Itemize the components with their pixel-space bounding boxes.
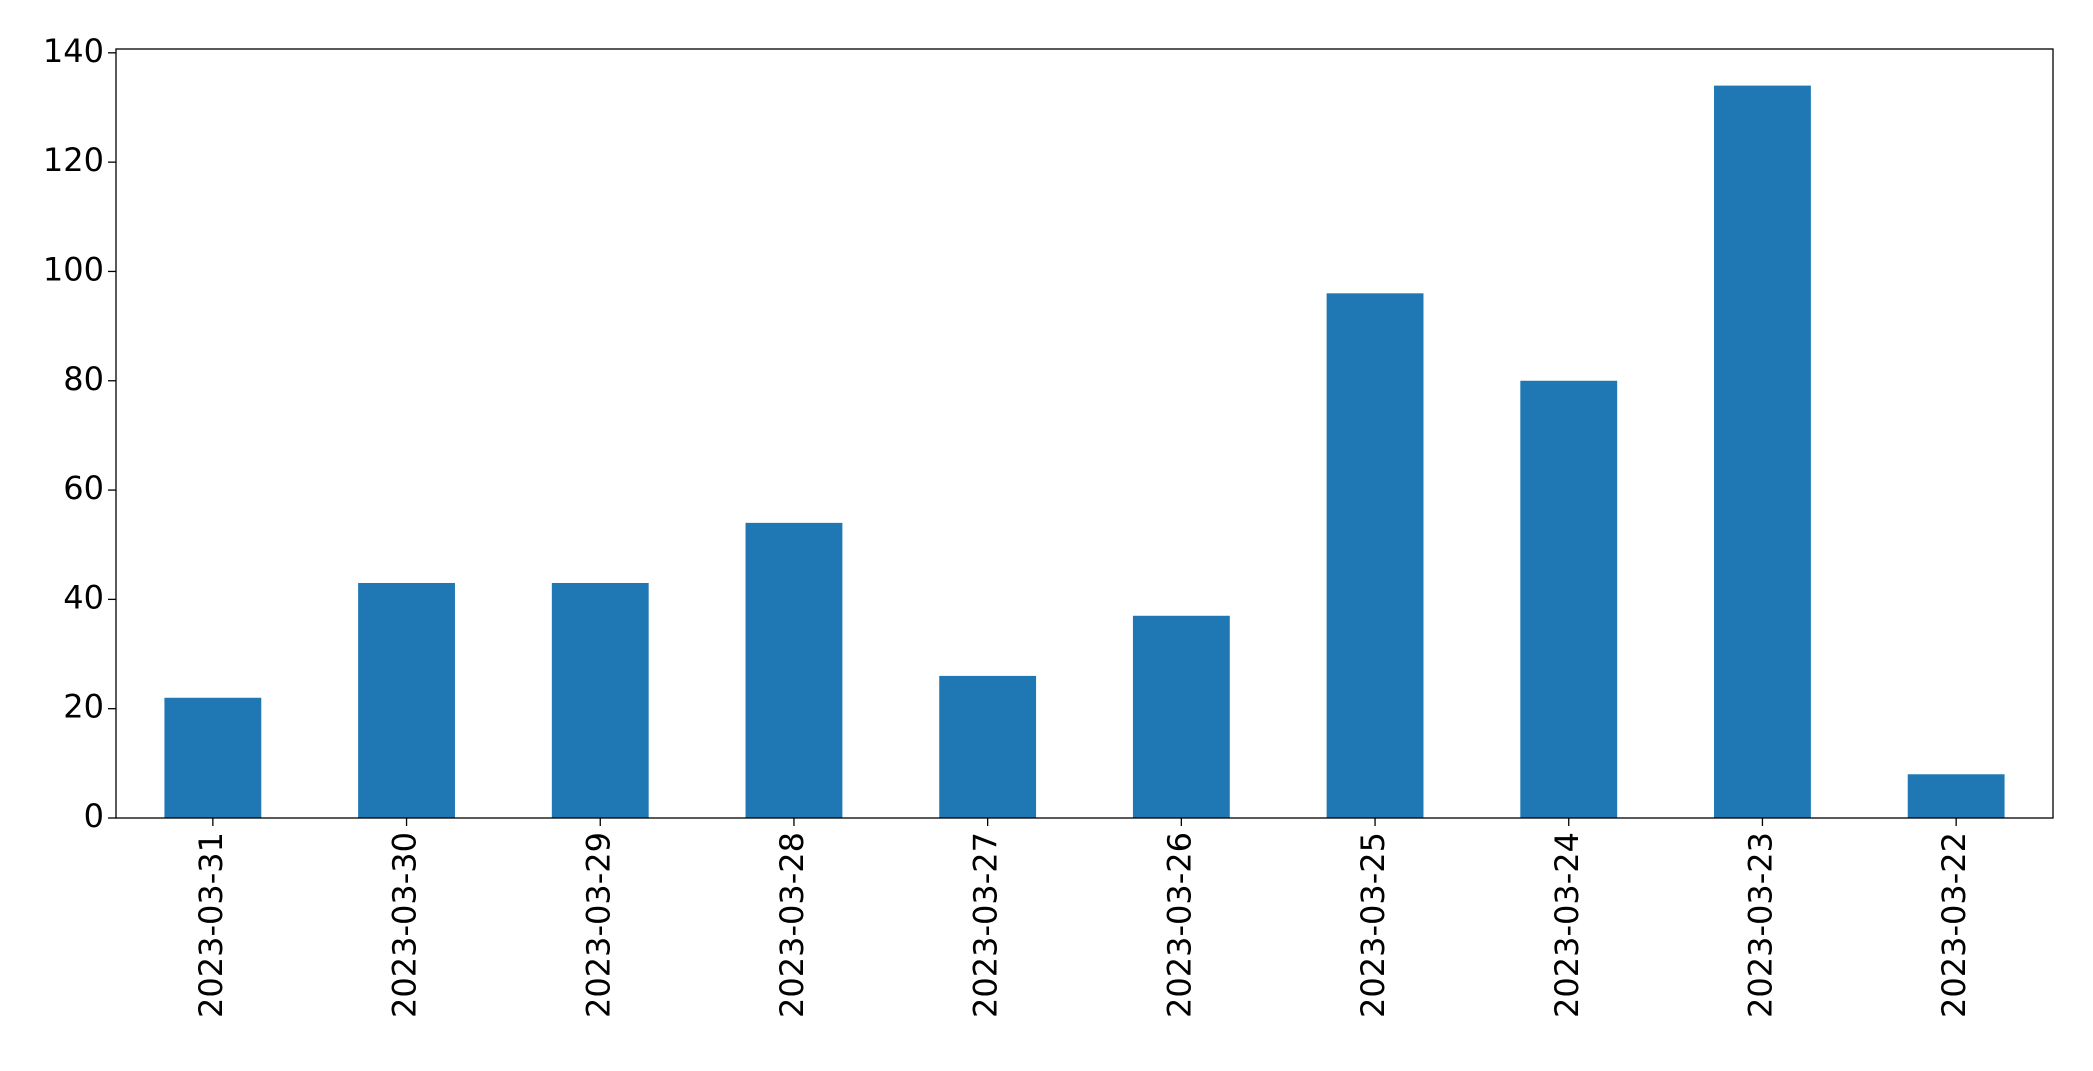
bar <box>1520 380 1618 818</box>
x-tick-label: 2023-03-29 <box>579 832 617 1018</box>
x-tick-label: 2023-03-28 <box>773 832 811 1018</box>
bar <box>1714 85 1811 819</box>
x-tick-label: 2023-03-24 <box>1548 832 1586 1018</box>
x-tick-label: 2023-03-26 <box>1160 832 1198 1018</box>
x-tick-label: 2023-03-23 <box>1741 832 1779 1018</box>
x-tick-label: 2023-03-30 <box>386 832 424 1018</box>
y-tick-label: 60 <box>63 469 104 507</box>
bar <box>1907 774 2005 818</box>
y-tick-label: 80 <box>63 360 104 398</box>
bar <box>1326 293 1424 818</box>
y-tick-label: 40 <box>63 578 104 616</box>
x-tick-label: 2023-03-22 <box>1935 832 1973 1018</box>
x-tick-label: 2023-03-25 <box>1354 832 1392 1018</box>
x-tick-label: 2023-03-27 <box>967 832 1005 1018</box>
y-tick-label: 20 <box>63 688 104 726</box>
y-tick-label: 100 <box>43 250 104 288</box>
bar <box>164 697 262 818</box>
x-tick-label: 2023-03-31 <box>192 832 230 1018</box>
bar <box>551 582 649 818</box>
bar <box>358 582 455 818</box>
bar <box>745 522 843 818</box>
plot-frame <box>115 48 2054 819</box>
bar <box>939 675 1037 818</box>
y-tick-label: 120 <box>43 141 104 179</box>
y-tick-label: 0 <box>84 797 104 835</box>
y-tick-label: 140 <box>43 32 104 70</box>
bar <box>1132 615 1230 818</box>
